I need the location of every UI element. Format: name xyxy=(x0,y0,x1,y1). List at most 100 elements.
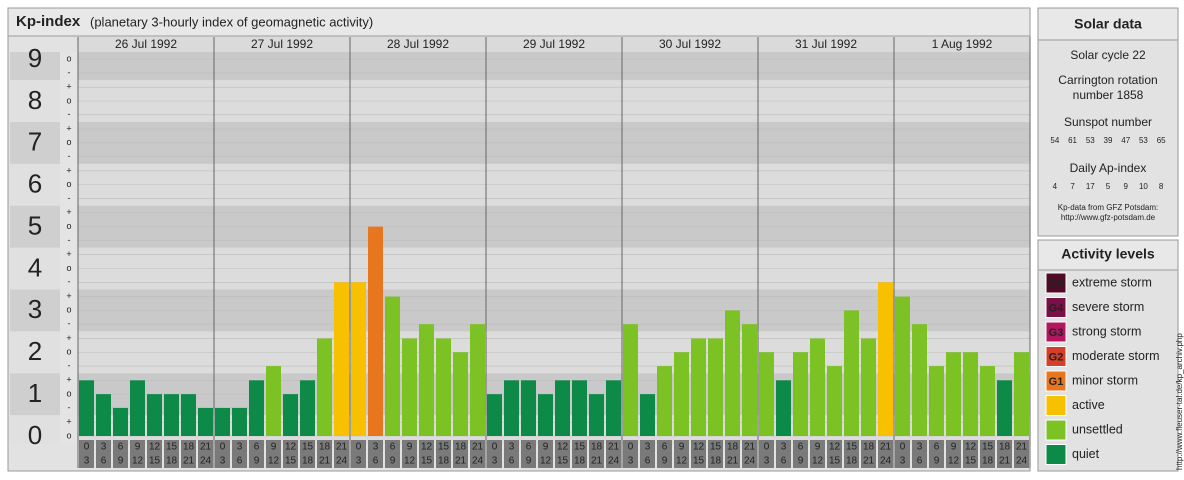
hour-box xyxy=(827,440,842,468)
hour-from: 21 xyxy=(880,442,892,453)
hour-to: 21 xyxy=(183,456,195,467)
date-label: 31 Jul 1992 xyxy=(795,37,857,51)
source: Kp-data from GFZ Potsdam: xyxy=(1058,203,1158,212)
solar-value: 8 xyxy=(1159,182,1164,191)
hour-box xyxy=(334,440,349,468)
hour-box xyxy=(266,440,281,468)
bar xyxy=(946,352,961,436)
hour-from: 15 xyxy=(166,442,178,453)
hour-from: 0 xyxy=(84,442,90,453)
hour-box xyxy=(402,440,417,468)
hour-to: 12 xyxy=(540,456,552,467)
hour-from: 15 xyxy=(438,442,450,453)
hour-from: 3 xyxy=(101,442,107,453)
y-tick-label: 8 xyxy=(28,85,42,115)
minor-tick-label: + xyxy=(66,165,71,175)
bar xyxy=(929,366,944,436)
hour-to: 18 xyxy=(710,456,722,467)
minor-tick-label: o xyxy=(66,305,71,315)
minor-tick-label: - xyxy=(68,277,71,287)
bar xyxy=(844,310,859,436)
hour-box xyxy=(640,440,655,468)
hour-from: 9 xyxy=(135,442,141,453)
hour-from: 3 xyxy=(509,442,515,453)
hour-box xyxy=(895,440,910,468)
hour-box xyxy=(470,440,485,468)
hour-box xyxy=(946,440,961,468)
bar xyxy=(572,380,587,436)
hour-to: 9 xyxy=(526,456,532,467)
level-code: G5 xyxy=(1049,278,1064,290)
minor-tick-label: o xyxy=(66,137,71,147)
y-tick-label: 0 xyxy=(28,420,42,450)
hour-from: 9 xyxy=(679,442,685,453)
minor-tick-label: + xyxy=(66,417,71,427)
hour-from: 21 xyxy=(200,442,212,453)
hour-from: 12 xyxy=(421,442,433,453)
bar xyxy=(130,380,145,436)
y-tick-label: 9 xyxy=(28,43,42,73)
hour-to: 24 xyxy=(336,456,348,467)
hour-box xyxy=(844,440,859,468)
bar xyxy=(113,407,128,436)
hour-from: 0 xyxy=(220,442,226,453)
hour-to: 6 xyxy=(509,456,515,467)
hour-box xyxy=(793,440,808,468)
date-label: 1 Aug 1992 xyxy=(932,37,993,51)
bar xyxy=(963,352,978,436)
carrington: Carrington rotation xyxy=(1058,73,1157,87)
level-code: G4 xyxy=(1049,302,1065,314)
hour-to: 9 xyxy=(254,456,260,467)
band xyxy=(78,52,1030,81)
minor-tick-label: o xyxy=(66,53,71,63)
hour-box xyxy=(674,440,689,468)
minor-tick-label: o xyxy=(66,347,71,357)
y-tick-label: 3 xyxy=(28,294,42,324)
solar-value: 61 xyxy=(1068,136,1077,145)
minor-tick-label: + xyxy=(66,249,71,259)
hour-to: 3 xyxy=(764,456,770,467)
solar-value: 53 xyxy=(1086,136,1095,145)
minor-tick-label: - xyxy=(68,319,71,329)
hour-box xyxy=(589,440,604,468)
hour-from: 15 xyxy=(302,442,314,453)
bar xyxy=(266,366,281,436)
hour-to: 24 xyxy=(1016,456,1028,467)
hour-from: 3 xyxy=(781,442,787,453)
level-code: G3 xyxy=(1049,327,1064,339)
carrington: number 1858 xyxy=(1073,88,1144,102)
bar xyxy=(589,394,604,436)
level-label: extreme storm xyxy=(1072,275,1152,289)
bar xyxy=(1014,352,1029,436)
level-label: moderate storm xyxy=(1072,349,1160,363)
hour-to: 15 xyxy=(693,456,705,467)
solar-cycle: Solar cycle 22 xyxy=(1070,48,1146,62)
hour-from: 9 xyxy=(271,442,277,453)
hour-from: 0 xyxy=(356,442,362,453)
hour-to: 21 xyxy=(591,456,603,467)
minor-tick-label: - xyxy=(68,151,71,161)
y-tick-label: 1 xyxy=(28,378,42,408)
hour-box xyxy=(436,440,451,468)
hour-to: 9 xyxy=(118,456,124,467)
hour-from: 18 xyxy=(455,442,467,453)
minor-tick-label: + xyxy=(66,333,71,343)
hour-box xyxy=(878,440,893,468)
date-header xyxy=(350,37,486,52)
hour-box xyxy=(963,440,978,468)
hour-box xyxy=(368,440,383,468)
minor-tick-label: o xyxy=(66,430,71,440)
hour-to: 21 xyxy=(319,456,331,467)
bar xyxy=(147,394,162,436)
hour-to: 12 xyxy=(676,456,688,467)
y-label-band xyxy=(10,415,60,444)
solar-value: 17 xyxy=(1086,182,1095,191)
y-tick-label: 7 xyxy=(28,127,42,157)
chart-title: Kp-index xyxy=(16,13,81,30)
hour-to: 12 xyxy=(948,456,960,467)
hour-to: 12 xyxy=(268,456,280,467)
hour-from: 15 xyxy=(982,442,994,453)
hour-to: 24 xyxy=(744,456,756,467)
bar xyxy=(79,380,94,436)
level-swatch xyxy=(1045,272,1067,294)
